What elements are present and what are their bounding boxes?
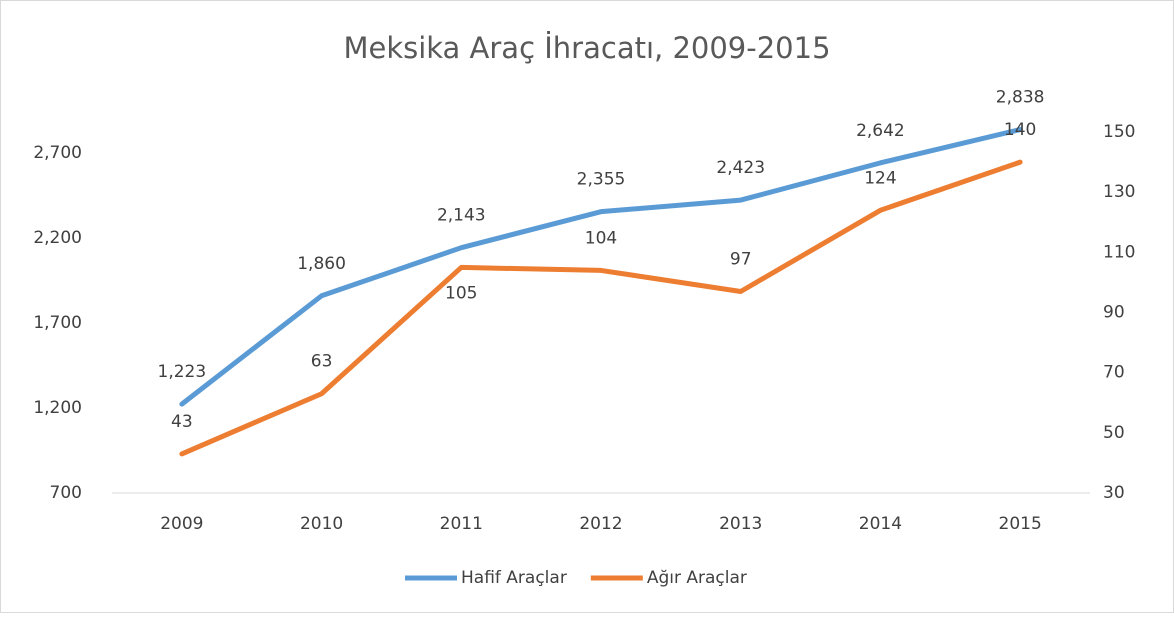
y-tick-label: 2,700 [33, 143, 82, 163]
data-label: 1,860 [297, 254, 346, 274]
y-tick-label: 2,200 [33, 228, 82, 248]
y2-tick-label: 50 [1103, 423, 1125, 443]
data-label: 2,143 [437, 206, 486, 226]
data-label: 63 [311, 352, 333, 372]
x-tick-label: 2011 [440, 514, 483, 534]
legend-label: Ağır Araçlar [647, 568, 747, 588]
data-label: 140 [1004, 120, 1036, 140]
x-tick-label: 2010 [300, 514, 343, 534]
data-label: 104 [585, 228, 617, 248]
y2-tick-label: 70 [1103, 363, 1125, 383]
data-label: 43 [171, 412, 193, 432]
series-line [179, 127, 1023, 407]
data-label: 2,838 [996, 88, 1045, 108]
data-label: 2,423 [716, 158, 765, 178]
data-label: 105 [445, 283, 477, 303]
data-label: 2,355 [577, 170, 626, 190]
data-label: 124 [864, 168, 896, 188]
data-label: 1,223 [158, 362, 207, 382]
data-label: 97 [730, 249, 752, 269]
y-tick-label: 700 [50, 483, 82, 503]
x-tick-label: 2014 [859, 514, 902, 534]
x-tick-label: 2013 [719, 514, 762, 534]
chart-title: Meksika Araç İhracatı, 2009-2015 [343, 31, 830, 65]
y2-tick-label: 110 [1103, 242, 1135, 262]
x-tick-label: 2009 [160, 514, 203, 534]
y2-tick-label: 30 [1103, 483, 1125, 503]
y2-tick-label: 90 [1103, 303, 1125, 323]
x-tick-label: 2012 [579, 514, 622, 534]
x-tick-label: 2015 [999, 514, 1042, 534]
series-line [179, 159, 1023, 457]
y2-tick-label: 150 [1103, 122, 1135, 142]
y-tick-label: 1,700 [33, 313, 82, 333]
data-label: 2,642 [856, 121, 905, 141]
legend-label: Hafif Araçlar [461, 568, 567, 588]
y-tick-label: 1,200 [33, 398, 82, 418]
y2-tick-label: 130 [1103, 182, 1135, 202]
